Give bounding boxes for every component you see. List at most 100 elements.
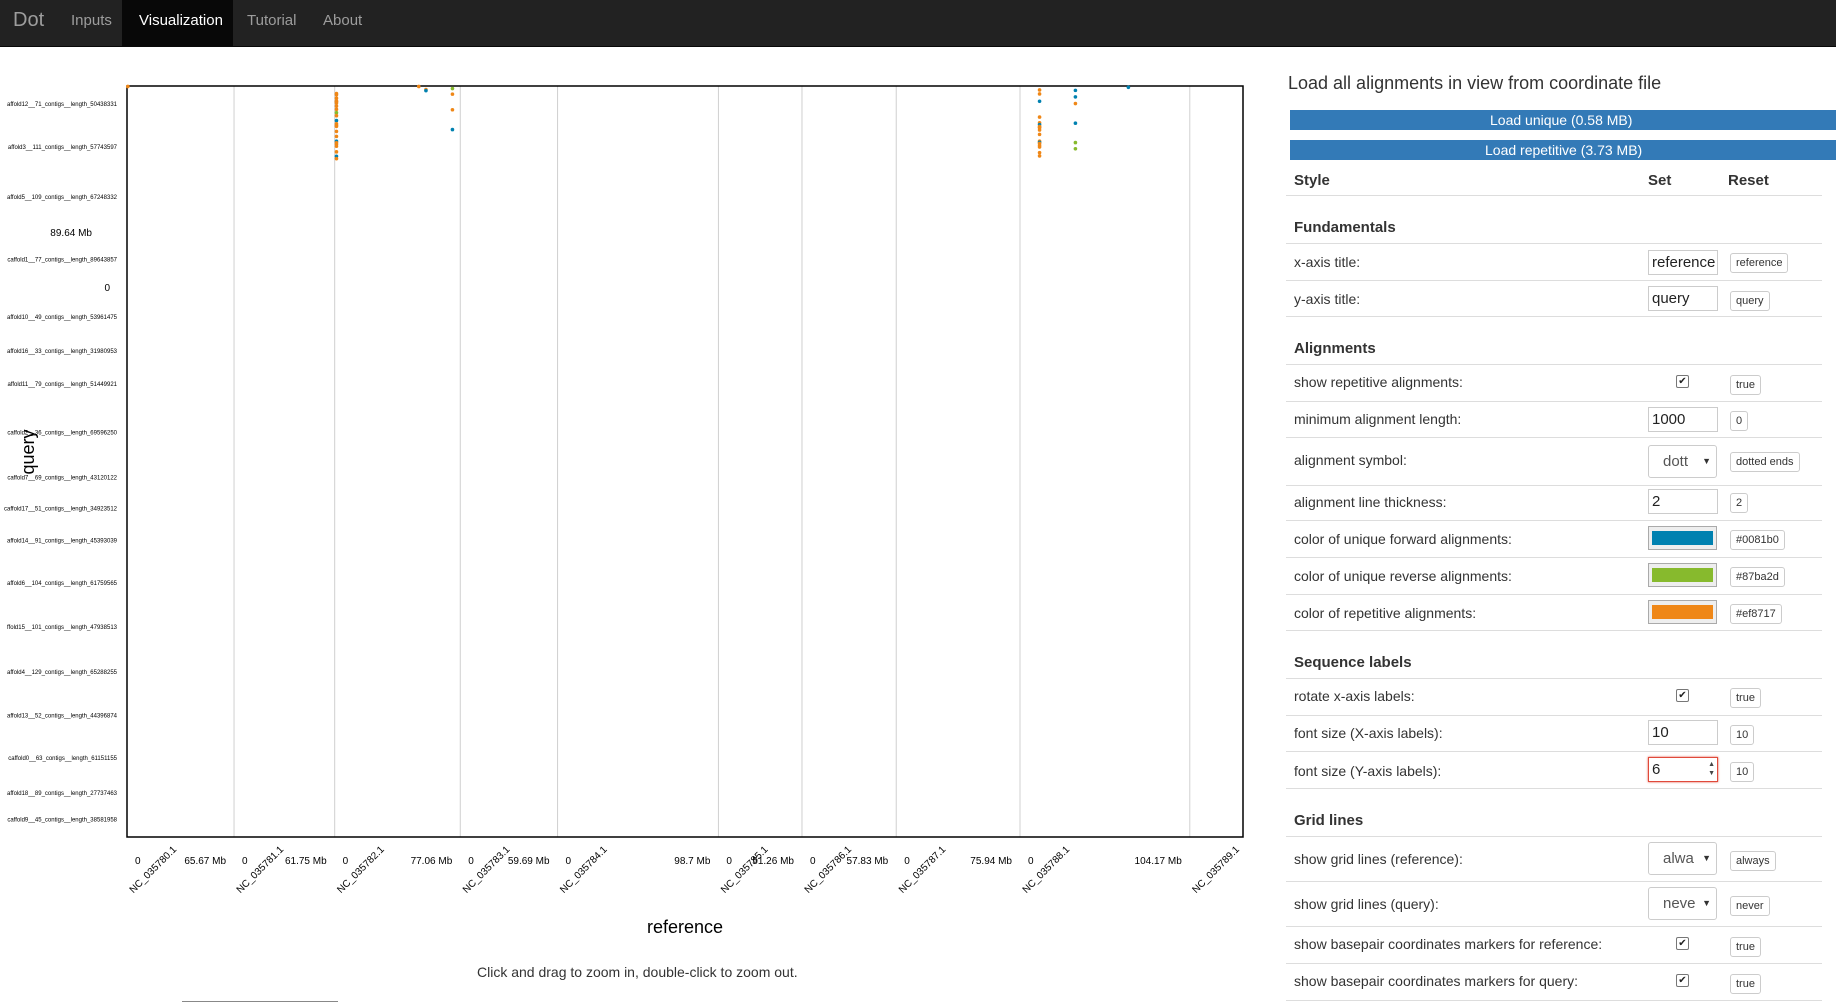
font-y-reset[interactable]: 10 — [1730, 762, 1755, 782]
grid-ref-select[interactable]: alwa ▼ — [1648, 842, 1717, 875]
bp-markers-ref-checkbox[interactable]: ✔ — [1676, 937, 1689, 950]
x-category-label: NC_035788.1 — [1021, 844, 1073, 896]
reverse-color-picker[interactable] — [1648, 563, 1717, 587]
min-length-input[interactable]: 1000 — [1648, 407, 1718, 432]
row-divider — [1286, 881, 1822, 882]
load-unique-button[interactable]: Load unique (0.58 MB) — [1290, 110, 1836, 130]
y-tick-label: caffold9__45_contigs__length_38581958 — [7, 818, 117, 824]
bp-markers-query-reset[interactable]: true — [1730, 974, 1761, 994]
alignment-point — [334, 118, 339, 123]
show-repetitive-checkbox[interactable]: ✔ — [1676, 375, 1689, 388]
x-tick-label: 0 — [1028, 856, 1034, 867]
x-axis-title-reset[interactable]: reference — [1730, 253, 1789, 273]
dot-plot[interactable]: affold12__71_contigs__length_50438331aff… — [0, 50, 1260, 1002]
y-marker-bottom: 0 — [104, 283, 110, 294]
nav-about[interactable]: About — [323, 12, 363, 29]
y-tick-label: affold11__79_contigs__length_51449921 — [7, 382, 117, 388]
alignment-point — [334, 144, 339, 149]
x-tick-label: 0 — [242, 856, 248, 867]
alignment-point — [1037, 115, 1042, 119]
x-category-label: NC_035789.1 — [1190, 844, 1242, 896]
y-axis-title-input[interactable]: query — [1648, 286, 1718, 311]
bp-markers-query-label: show basepair coordinates markers for qu… — [1294, 973, 1579, 989]
repetitive-color-reset[interactable]: #ef8717 — [1730, 604, 1782, 624]
chevron-down-icon: ▼ — [1702, 456, 1711, 466]
y-axis-title: query — [18, 429, 38, 474]
alignment-point — [334, 150, 339, 154]
style-header: Style — [1294, 172, 1330, 189]
symbol-reset[interactable]: dotted ends — [1730, 452, 1800, 472]
alignment-point — [1073, 140, 1078, 145]
alignment-point — [126, 84, 130, 89]
forward-color-swatch — [1652, 531, 1713, 545]
y-tick-label: caffold1__77_contigs__length_89643857 — [7, 258, 117, 264]
font-y-input[interactable]: 6 ▲ ▼ — [1648, 757, 1718, 782]
y-marker-top: 89.64 Mb — [50, 228, 92, 239]
reverse-color-swatch — [1652, 568, 1713, 582]
grid-query-select[interactable]: neve ▼ — [1648, 887, 1717, 920]
x-tick-label: 0 — [810, 856, 816, 867]
x-tick-label: 51.26 Mb — [752, 856, 794, 867]
grid-ref-reset[interactable]: always — [1730, 851, 1776, 871]
alignment-point — [416, 84, 421, 89]
min-length-reset[interactable]: 0 — [1730, 411, 1749, 431]
row-divider — [1286, 963, 1822, 964]
nav-visualization[interactable]: Visualization — [122, 0, 233, 46]
y-tick-label: affold16__33_contigs__length_31980953 — [7, 349, 118, 355]
stepper-icon[interactable]: ▲ ▼ — [1708, 761, 1715, 777]
bp-markers-ref-label: show basepair coordinates markers for re… — [1294, 936, 1603, 952]
font-x-reset[interactable]: 10 — [1730, 725, 1755, 745]
x-tick-label: 59.69 Mb — [508, 856, 550, 867]
y-tick-label: affold14__91_contigs__length_45393039 — [7, 538, 118, 544]
chevron-down-icon: ▼ — [1702, 853, 1711, 863]
rotate-x-labels-checkbox[interactable]: ✔ — [1676, 689, 1689, 702]
top-navbar: Dot Inputs Visualization Tutorial About — [0, 0, 1836, 47]
y-tick-label: caffold0__63_contigs__length_61151155 — [8, 756, 117, 762]
font-x-input[interactable]: 10 — [1648, 720, 1718, 745]
grid-query-reset[interactable]: never — [1730, 896, 1770, 916]
thickness-reset[interactable]: 2 — [1730, 493, 1749, 513]
row-divider — [1286, 788, 1822, 789]
scroll-indicator — [182, 1001, 338, 1002]
grid-query-select-value: neve — [1663, 895, 1696, 912]
alignment-point — [334, 110, 339, 115]
y-axis-title-label: y-axis title: — [1294, 291, 1361, 307]
repetitive-color-swatch — [1652, 605, 1713, 619]
y-axis-title-reset[interactable]: query — [1730, 291, 1770, 311]
alignment-point — [334, 92, 339, 97]
x-axis-title-input[interactable]: reference — [1648, 250, 1718, 275]
x-tick-label: 104.17 Mb — [1135, 856, 1183, 867]
alignment-point — [1037, 154, 1042, 158]
rotate-x-labels-reset[interactable]: true — [1730, 688, 1761, 708]
alignment-point — [334, 104, 339, 108]
repetitive-color-label: color of repetitive alignments: — [1294, 605, 1477, 621]
reset-header: Reset — [1728, 172, 1769, 189]
bp-markers-ref-reset[interactable]: true — [1730, 937, 1761, 957]
symbol-select[interactable]: dott ▼ — [1648, 445, 1717, 478]
nav-tutorial[interactable]: Tutorial — [247, 12, 297, 29]
x-category-label: NC_035782.1 — [335, 844, 387, 896]
row-divider — [1286, 401, 1822, 402]
brand-logo[interactable]: Dot — [13, 9, 45, 31]
thickness-label: alignment line thickness: — [1294, 494, 1447, 510]
set-header: Set — [1648, 172, 1672, 189]
nav-inputs[interactable]: Inputs — [71, 12, 112, 29]
thickness-input[interactable]: 2 — [1648, 489, 1718, 514]
alignment-point — [1037, 145, 1042, 149]
y-tick-label: affold18__89_contigs__length_27737463 — [7, 791, 118, 797]
repetitive-color-picker[interactable] — [1648, 600, 1717, 624]
show-repetitive-reset[interactable]: true — [1730, 375, 1761, 395]
row-divider — [1286, 437, 1822, 438]
x-tick-label: 77.06 Mb — [411, 856, 453, 867]
row-divider — [1286, 316, 1822, 317]
row-divider — [1286, 926, 1822, 927]
row-divider — [1286, 520, 1822, 521]
row-divider — [1286, 280, 1822, 281]
section-grid-lines: Grid lines — [1294, 812, 1364, 829]
reverse-color-reset[interactable]: #87ba2d — [1730, 567, 1785, 587]
forward-color-reset[interactable]: #0081b0 — [1730, 530, 1785, 550]
font-x-label: font size (X-axis labels): — [1294, 725, 1443, 741]
forward-color-picker[interactable] — [1648, 526, 1717, 550]
load-repetitive-button[interactable]: Load repetitive (3.73 MB) — [1290, 140, 1836, 160]
bp-markers-query-checkbox[interactable]: ✔ — [1676, 974, 1689, 987]
